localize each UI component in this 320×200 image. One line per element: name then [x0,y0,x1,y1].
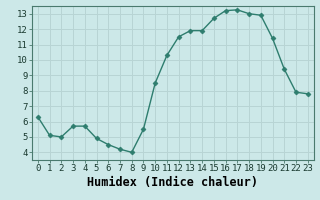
X-axis label: Humidex (Indice chaleur): Humidex (Indice chaleur) [87,176,258,189]
